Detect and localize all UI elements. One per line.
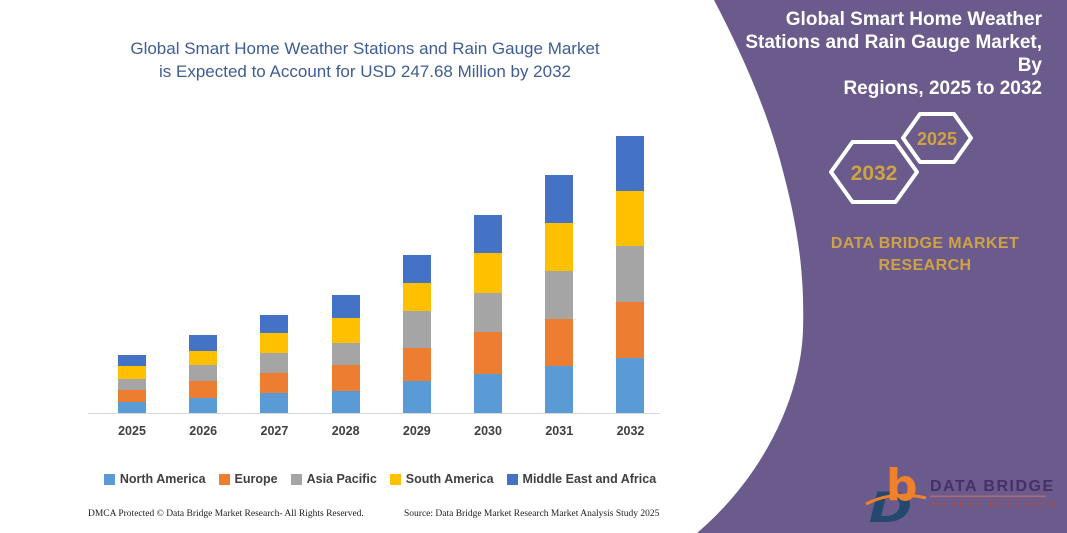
x-axis-label: 2028 xyxy=(331,424,360,438)
legend-swatch-icon xyxy=(290,473,302,485)
logo-d-monogram-icon: D xyxy=(869,484,913,533)
bar-segment xyxy=(545,318,574,366)
bar-segment xyxy=(402,255,431,284)
bar-segment xyxy=(545,270,574,319)
bar-segment xyxy=(474,214,503,253)
bar-segment xyxy=(189,350,218,366)
source-note: Source: Data Bridge Market Research Mark… xyxy=(404,509,660,519)
hexagon-2025-label: 2025 xyxy=(917,129,957,149)
brand-name: DATA BRIDGE MARKET RESEARCH xyxy=(795,233,1055,277)
bar-segment xyxy=(260,372,289,393)
logo-b-monogram-icon: b xyxy=(886,460,918,511)
bar-segment xyxy=(118,378,146,391)
bar-column xyxy=(545,175,574,414)
bar-segment xyxy=(545,365,574,414)
legend-swatch-icon xyxy=(218,473,230,485)
logo-wordmark-underline xyxy=(930,495,1046,498)
x-axis-label: 2029 xyxy=(402,424,431,438)
x-axis-line xyxy=(88,413,660,414)
bar-segment xyxy=(189,397,218,414)
bar-segment xyxy=(260,392,289,414)
bar-segment xyxy=(616,245,645,302)
bar-segment xyxy=(545,175,574,224)
logo-swoosh-icon xyxy=(865,493,927,506)
bar-segment xyxy=(402,310,431,348)
bar-segment xyxy=(331,391,360,414)
legend-label: North America xyxy=(119,472,206,486)
bar-segment xyxy=(616,190,645,246)
legend-item: Middle East and Africa xyxy=(506,472,657,486)
bar-segment xyxy=(118,390,146,402)
chart-title: Global Smart Home Weather Stations and R… xyxy=(85,37,645,83)
bar-segment xyxy=(474,252,503,294)
bar-column xyxy=(118,354,146,414)
bar-segment xyxy=(331,342,360,365)
bar-segment xyxy=(402,380,431,414)
bar-segment xyxy=(331,294,360,318)
data-bridge-logo: D b DATA BRIDGE MARKET RESEARCH xyxy=(865,460,1058,533)
bar-segment xyxy=(331,364,360,392)
legend-item: South America xyxy=(389,472,494,486)
logo-wordmark: DATA BRIDGE xyxy=(930,478,1055,495)
bar-column xyxy=(402,255,431,414)
bar-segment xyxy=(189,365,218,382)
legend-item: Europe xyxy=(218,472,278,486)
bar-segment xyxy=(331,317,360,343)
bar-segment xyxy=(545,223,574,271)
legend-swatch-icon xyxy=(506,473,518,485)
bar-column xyxy=(189,335,218,414)
bar-segment xyxy=(189,335,218,351)
bar-segment xyxy=(118,354,146,367)
brand-name-line1: DATA BRIDGE MARKET xyxy=(830,235,1020,252)
bar-segment xyxy=(616,136,645,191)
bar-segment xyxy=(474,331,503,374)
bar-column xyxy=(474,214,503,414)
bar-segment xyxy=(118,402,146,414)
legend-swatch-icon xyxy=(389,473,401,485)
bar-column xyxy=(331,294,360,414)
legend-label: Europe xyxy=(234,472,278,486)
x-axis-label: 2026 xyxy=(189,424,218,438)
legend-item: North America xyxy=(103,472,206,486)
legend-label: Middle East and Africa xyxy=(522,472,657,486)
bar-column xyxy=(616,136,645,414)
bar-segment xyxy=(402,283,431,311)
bar-segment xyxy=(260,352,289,373)
bar-segment xyxy=(260,333,289,353)
bar-column xyxy=(260,314,289,414)
bar-segment xyxy=(189,381,218,398)
legend-swatch-icon xyxy=(103,473,115,485)
bar-segment xyxy=(402,347,431,381)
x-axis-label: 2030 xyxy=(474,424,502,438)
bar-segment xyxy=(118,366,146,379)
bar-segment xyxy=(474,293,503,332)
logo-tagline: MARKET RESEARCH xyxy=(932,500,1058,509)
x-axis-label: 2031 xyxy=(545,424,574,438)
hexagon-2025: 2025 xyxy=(901,112,973,164)
x-axis-label: 2027 xyxy=(260,424,289,438)
legend-label: Asia Pacific xyxy=(306,472,377,486)
panel-title-line2: Stations and Rain Gauge Market, By xyxy=(745,32,1042,76)
panel-title: Global Smart Home Weather Stations and R… xyxy=(742,8,1042,100)
hexagon-2032-label: 2032 xyxy=(851,162,898,185)
bar-segment xyxy=(474,373,503,414)
legend-label: South America xyxy=(405,472,494,486)
x-axis-label: 2025 xyxy=(118,424,146,438)
chart-title-line1: Global Smart Home Weather Stations and R… xyxy=(130,39,600,58)
x-axis-label: 2032 xyxy=(616,424,645,438)
panel-title-line1: Global Smart Home Weather xyxy=(785,9,1042,30)
purple-swoosh-shape xyxy=(697,0,1067,533)
legend-item: Asia Pacific xyxy=(290,472,377,486)
bar-segment xyxy=(260,314,289,334)
brand-name-line2: RESEARCH xyxy=(878,257,972,274)
hexagon-2032: 2032 xyxy=(829,140,919,204)
chart-legend: North America Europe Asia Pacific South Ame… xyxy=(55,472,705,486)
dmca-notice: DMCA Protected © Data Bridge Market Rese… xyxy=(88,509,364,519)
bar-segment xyxy=(616,301,645,358)
bar-segment xyxy=(616,357,645,414)
panel-title-line3: Regions, 2025 to 2032 xyxy=(843,78,1042,99)
chart-title-line2: is Expected to Account for USD 247.68 Mi… xyxy=(158,62,571,81)
